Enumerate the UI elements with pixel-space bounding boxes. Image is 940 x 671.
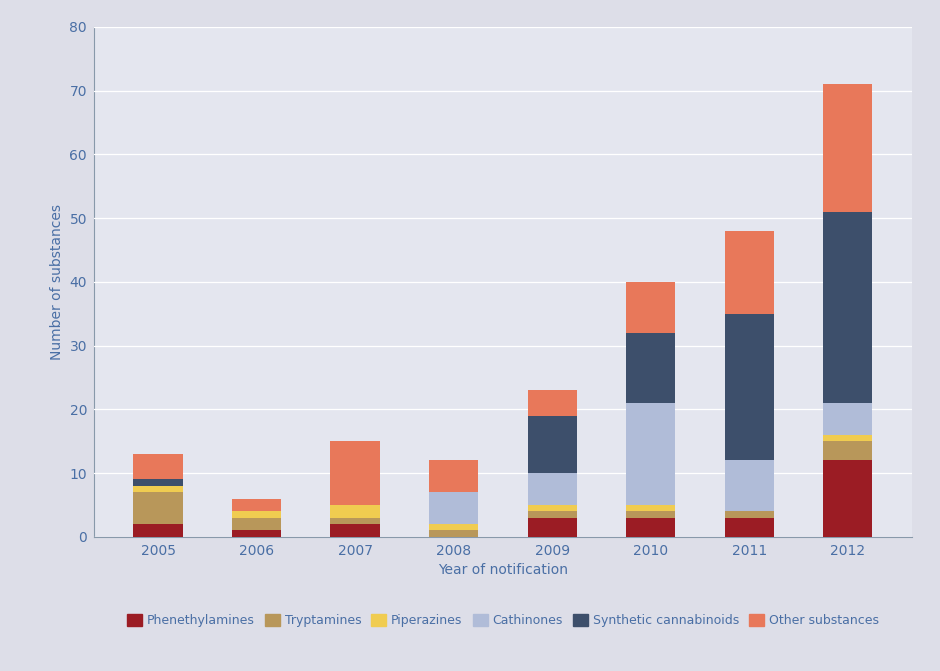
Bar (725, 511, 774, 518)
Bar (232, 499, 281, 511)
Bar (527, 391, 577, 415)
Bar (133, 524, 182, 537)
Bar (823, 435, 872, 442)
Bar (133, 493, 182, 524)
Bar (429, 524, 478, 530)
Bar (331, 518, 380, 524)
Bar (626, 282, 675, 333)
Bar (232, 530, 281, 537)
Bar (527, 511, 577, 518)
Bar (133, 454, 182, 479)
Bar (626, 518, 675, 537)
Bar (823, 212, 872, 403)
Bar (626, 333, 675, 403)
Bar (823, 460, 872, 537)
Bar (429, 530, 478, 537)
Bar (725, 231, 774, 314)
Bar (725, 314, 774, 460)
Bar (527, 505, 577, 511)
Bar (823, 403, 872, 435)
X-axis label: Year of notification: Year of notification (438, 563, 568, 577)
Bar (527, 473, 577, 505)
Bar (331, 442, 380, 505)
Bar (527, 518, 577, 537)
Bar (626, 511, 675, 518)
Bar (133, 479, 182, 486)
Bar (232, 518, 281, 530)
Bar (429, 460, 478, 493)
Bar (626, 403, 675, 505)
Bar (823, 442, 872, 460)
Bar (331, 524, 380, 537)
Y-axis label: Number of substances: Number of substances (50, 204, 64, 360)
Bar (232, 511, 281, 518)
Bar (133, 486, 182, 493)
Bar (331, 505, 380, 518)
Bar (725, 460, 774, 511)
Bar (527, 415, 577, 473)
Legend: Phenethylamines, Tryptamines, Piperazines, Cathinones, Synthetic cannabinoids, O: Phenethylamines, Tryptamines, Piperazine… (121, 609, 885, 632)
Bar (429, 493, 478, 524)
Bar (725, 518, 774, 537)
Bar (823, 85, 872, 212)
Bar (626, 505, 675, 511)
